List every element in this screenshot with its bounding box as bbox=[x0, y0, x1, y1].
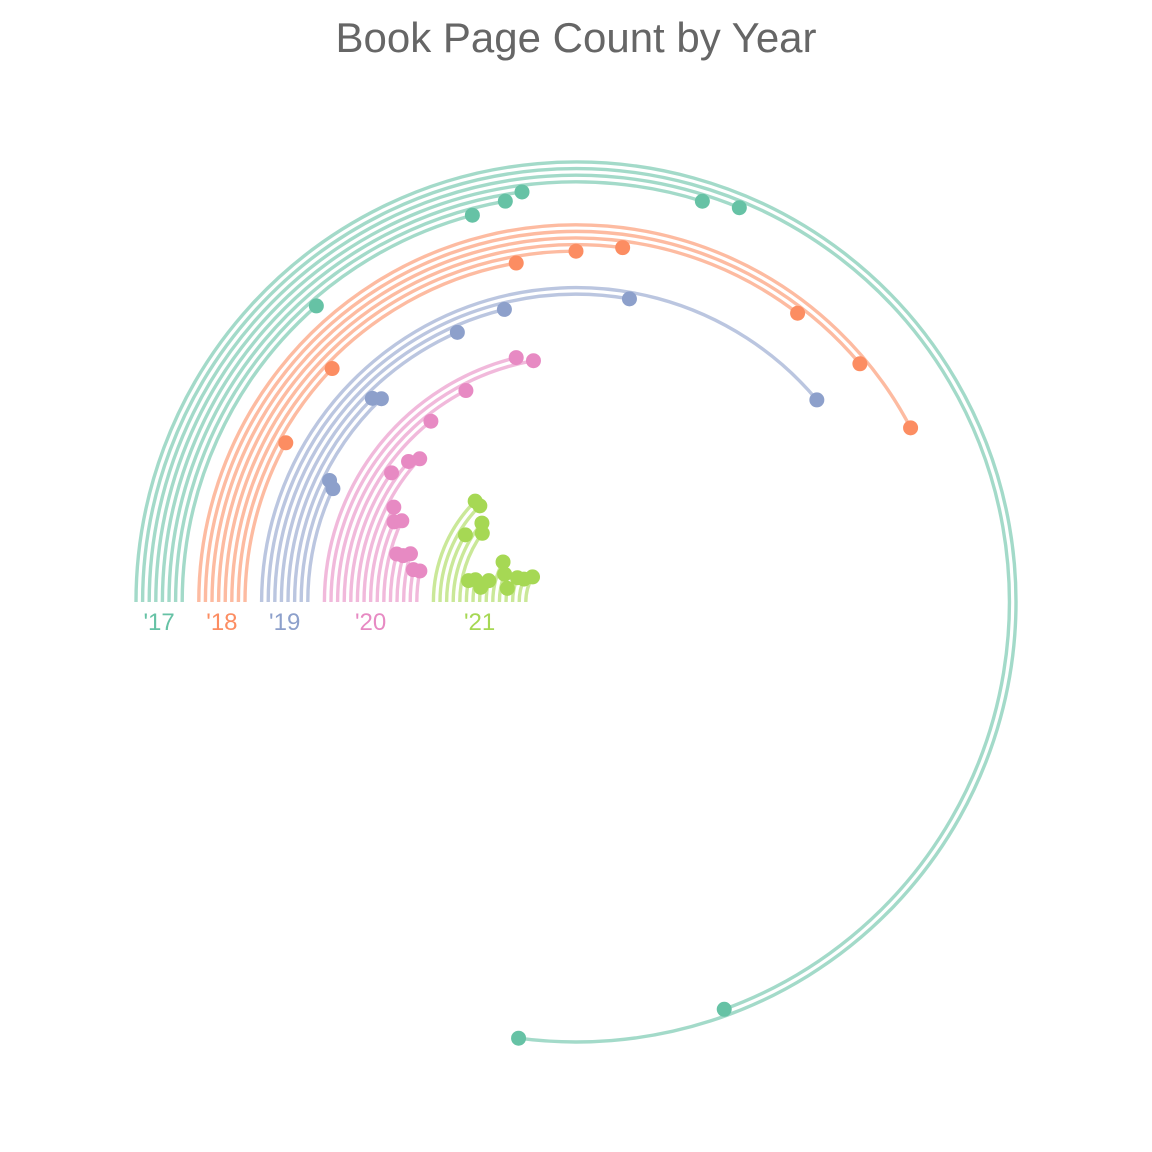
arc-2017-4 bbox=[154, 180, 703, 603]
book-dot-2021-9[interactable] bbox=[481, 573, 497, 589]
book-dot-2018-1[interactable] bbox=[903, 420, 919, 436]
book-dot-2017-8[interactable] bbox=[308, 298, 324, 314]
book-dot-2020-4[interactable] bbox=[423, 413, 439, 429]
book-dot-2017-5[interactable] bbox=[514, 184, 530, 200]
book-dot-2021-10[interactable] bbox=[495, 554, 511, 570]
book-dot-2017-3[interactable] bbox=[731, 200, 747, 216]
book-dot-2018-8[interactable] bbox=[278, 435, 294, 451]
arc-2020-2 bbox=[329, 359, 534, 603]
year-label-2018: '18 bbox=[206, 609, 237, 636]
arc-2019-8 bbox=[306, 487, 335, 603]
arc-2018-4 bbox=[216, 242, 623, 603]
arc-2019-7 bbox=[299, 479, 332, 603]
arc-2018-3 bbox=[210, 236, 799, 603]
year-labels: '17 '18 '19 '20 '21 bbox=[143, 609, 495, 636]
chart-title: Book Page Count by Year bbox=[335, 14, 817, 61]
book-dot-2019-8[interactable] bbox=[325, 481, 341, 497]
book-dot-2020-13[interactable] bbox=[402, 546, 418, 562]
book-dot-2019-6[interactable] bbox=[373, 391, 389, 407]
arc-2017-2 bbox=[140, 166, 1012, 1011]
arc-2020-8 bbox=[368, 506, 396, 603]
arc-2018-7 bbox=[236, 367, 334, 603]
arc-2020-7 bbox=[362, 457, 421, 603]
book-dot-2021-11[interactable] bbox=[497, 566, 513, 582]
book-dot-2017-1[interactable] bbox=[511, 1030, 527, 1046]
book-dot-2017-6[interactable] bbox=[497, 193, 513, 209]
arc-2017-3 bbox=[147, 173, 740, 603]
arc-2017-6 bbox=[167, 199, 506, 603]
book-dot-2020-8[interactable] bbox=[386, 499, 402, 515]
year-label-2020: '20 bbox=[355, 609, 386, 636]
book-dot-2018-4[interactable] bbox=[615, 240, 631, 256]
book-dot-2021-15[interactable] bbox=[525, 569, 541, 585]
book-dot-2019-1[interactable] bbox=[809, 392, 825, 408]
arc-2018-1 bbox=[197, 223, 913, 603]
year-label-2019: '19 bbox=[269, 609, 300, 636]
arc-2019-6 bbox=[292, 397, 383, 603]
book-dot-2018-7[interactable] bbox=[324, 361, 340, 377]
book-dot-2018-6[interactable] bbox=[508, 255, 524, 271]
book-dot-2020-7[interactable] bbox=[412, 451, 428, 467]
arc-2020-1 bbox=[322, 355, 517, 603]
arc-2021-2 bbox=[438, 504, 482, 603]
year-label-2021: '21 bbox=[464, 609, 495, 636]
book-dot-2020-2[interactable] bbox=[525, 353, 541, 369]
book-dot-2018-2[interactable] bbox=[852, 356, 868, 372]
arc-2019-1 bbox=[259, 285, 819, 603]
dots-layer bbox=[278, 184, 919, 1046]
arc-2019-4 bbox=[279, 330, 459, 603]
arc-2020-4 bbox=[342, 419, 432, 603]
book-dot-2020-10[interactable] bbox=[394, 513, 410, 529]
book-dot-2017-7[interactable] bbox=[464, 207, 480, 223]
arc-2020-5 bbox=[349, 471, 393, 603]
book-dot-2020-1[interactable] bbox=[508, 350, 524, 366]
arc-2018-5 bbox=[223, 249, 577, 603]
book-dot-2020-5[interactable] bbox=[384, 465, 400, 481]
book-dot-2021-5[interactable] bbox=[474, 525, 490, 541]
arcs-layer bbox=[134, 160, 1018, 1044]
year-label-2017: '17 bbox=[143, 609, 174, 636]
arc-2018-6 bbox=[230, 261, 517, 603]
book-dot-2018-5[interactable] bbox=[568, 243, 584, 259]
book-dot-2020-15[interactable] bbox=[412, 563, 428, 579]
arc-2017-5 bbox=[160, 190, 523, 603]
arc-2020-3 bbox=[335, 389, 467, 603]
book-dot-2021-3[interactable] bbox=[457, 527, 473, 543]
book-dot-2019-4[interactable] bbox=[449, 324, 465, 340]
book-dot-2019-3[interactable] bbox=[496, 301, 512, 317]
arc-2018-2 bbox=[203, 229, 862, 603]
book-dot-2017-2[interactable] bbox=[716, 1001, 732, 1017]
book-dot-2021-2[interactable] bbox=[472, 498, 488, 514]
arc-2017-7 bbox=[173, 213, 473, 603]
arc-2021-1 bbox=[431, 499, 477, 603]
arc-2017-8 bbox=[180, 304, 318, 603]
arc-2017-1 bbox=[134, 160, 1018, 1044]
book-dot-2019-2[interactable] bbox=[621, 291, 637, 307]
book-dot-2020-3[interactable] bbox=[458, 383, 474, 399]
arc-2019-3 bbox=[273, 307, 505, 603]
arc-2019-5 bbox=[286, 397, 374, 603]
book-dot-2021-12[interactable] bbox=[499, 580, 515, 596]
book-dot-2018-3[interactable] bbox=[790, 305, 806, 321]
arc-2019-2 bbox=[266, 292, 630, 603]
book-dot-2017-4[interactable] bbox=[694, 193, 710, 209]
arc-2018-8 bbox=[243, 441, 288, 603]
